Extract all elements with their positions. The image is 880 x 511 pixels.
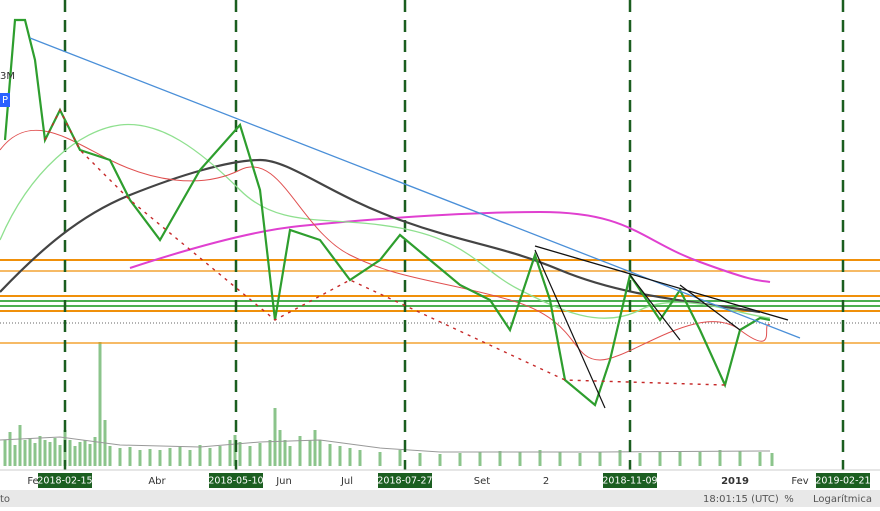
x-tick-label: Fev <box>791 476 808 487</box>
status-left: to <box>0 494 10 505</box>
status-bar <box>0 490 880 507</box>
date-marker: 2019-02-21 <box>815 476 870 487</box>
date-marker: 2018-02-15 <box>37 476 92 487</box>
marker: P <box>2 95 8 106</box>
log-toggle[interactable]: Logarítmica <box>813 493 872 505</box>
x-tick-label: Fe <box>27 476 38 487</box>
chart-drawing <box>0 0 880 470</box>
x-tick-label: 2019 <box>721 476 749 487</box>
x-tick-label: Set <box>474 476 491 487</box>
date-marker: 2018-07-27 <box>377 476 432 487</box>
x-tick-label: Jul <box>340 476 353 487</box>
date-marker: 2018-05-10 <box>208 476 263 487</box>
x-tick-label: Jun <box>275 476 292 487</box>
x-tick-label: Abr <box>148 476 166 487</box>
clock: 18:01:15 (UTC) <box>703 494 779 505</box>
volume-tag: 3M <box>0 71 15 82</box>
x-tick-label: 2 <box>543 476 549 487</box>
percent-toggle[interactable]: % <box>784 494 794 505</box>
date-marker: 2018-11-09 <box>602 476 657 487</box>
